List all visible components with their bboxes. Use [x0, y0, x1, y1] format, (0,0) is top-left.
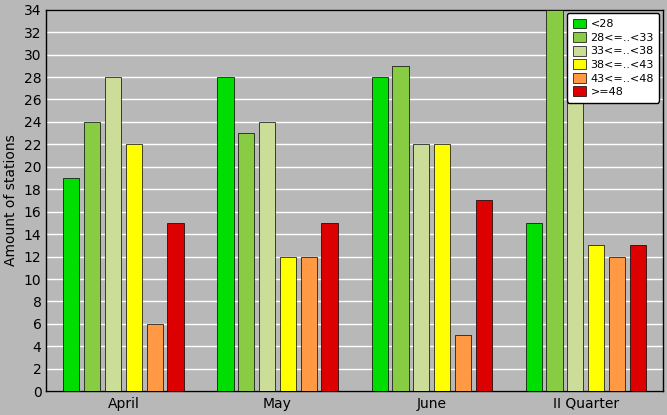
- Bar: [238, 133, 254, 391]
- Bar: [392, 66, 408, 391]
- Bar: [609, 256, 625, 391]
- Legend: <28, 28<=..<33, 33<=..<38, 38<=..<43, 43<=..<48, >=48: <28, 28<=..<33, 33<=..<38, 38<=..<43, 43…: [567, 13, 660, 103]
- Bar: [105, 77, 121, 391]
- Bar: [434, 144, 450, 391]
- Bar: [372, 77, 388, 391]
- Bar: [301, 256, 317, 391]
- Bar: [630, 245, 646, 391]
- Bar: [217, 77, 233, 391]
- Bar: [125, 144, 142, 391]
- Bar: [147, 324, 163, 391]
- Bar: [526, 223, 542, 391]
- Bar: [167, 223, 183, 391]
- Bar: [84, 122, 100, 391]
- Bar: [413, 144, 430, 391]
- Bar: [588, 245, 604, 391]
- Bar: [546, 10, 563, 391]
- Bar: [321, 223, 338, 391]
- Y-axis label: Amount of stations: Amount of stations: [4, 134, 18, 266]
- Bar: [280, 256, 296, 391]
- Bar: [259, 122, 275, 391]
- Bar: [567, 88, 584, 391]
- Bar: [455, 335, 471, 391]
- Bar: [476, 200, 492, 391]
- Bar: [63, 178, 79, 391]
